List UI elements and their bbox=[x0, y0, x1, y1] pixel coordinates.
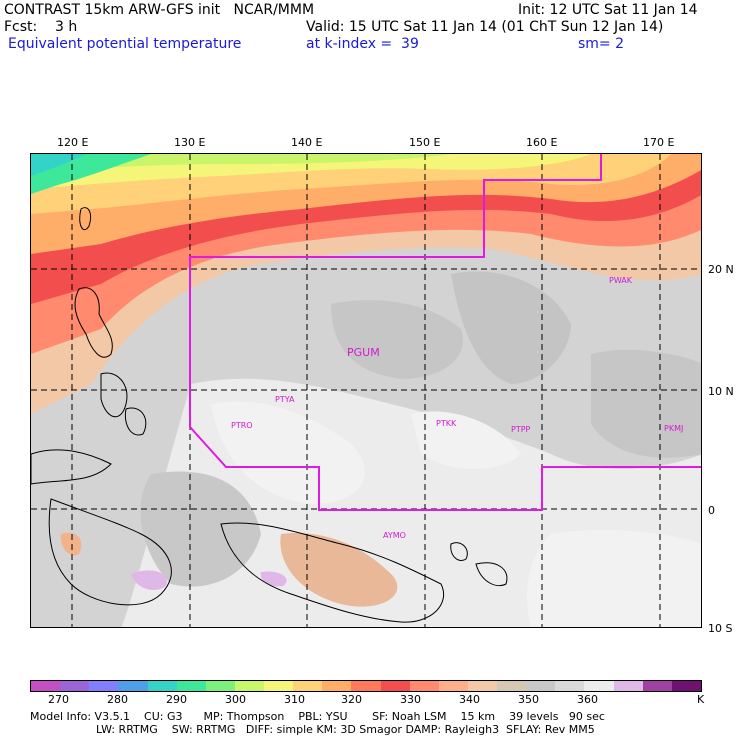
colorbar-label-360: 360 bbox=[577, 693, 598, 706]
dark-patch-2 bbox=[451, 271, 571, 384]
map-panel: PWAK PGUM PTYA PTRO PTKK PTPP PKMJ AYMO bbox=[30, 153, 702, 628]
lon-label-160e: 160 E bbox=[526, 136, 558, 149]
light-region-se bbox=[527, 529, 701, 627]
colorbar-swatch bbox=[351, 681, 381, 691]
field-name: Equivalent potential temperature bbox=[8, 36, 242, 52]
colorbar-swatch bbox=[613, 681, 643, 691]
station-pwak: PWAK bbox=[609, 276, 633, 285]
coast-new-britain bbox=[475, 562, 508, 587]
colorbar-swatch bbox=[234, 681, 264, 691]
colorbar-swatch bbox=[380, 681, 410, 691]
light-region-center bbox=[211, 401, 366, 504]
colorbar-label-290: 290 bbox=[166, 693, 187, 706]
model-info-line2: LW: RRTMG SW: RRTMG DIFF: simple KM: 3D … bbox=[96, 723, 595, 736]
forecast-hour: Fcst: 3 h bbox=[4, 19, 78, 35]
colorbar-label-310: 310 bbox=[284, 693, 305, 706]
colorbar-swatch bbox=[555, 681, 585, 691]
coast-new-guinea bbox=[220, 522, 444, 623]
colorbar-swatch bbox=[118, 681, 148, 691]
lat-label-20n: 20 N bbox=[708, 263, 734, 276]
colorbar-swatch bbox=[409, 681, 439, 691]
coast-visayas bbox=[100, 372, 128, 417]
colorbar-swatch bbox=[264, 681, 294, 691]
coast-sulawesi bbox=[48, 498, 172, 606]
colorbar-swatch bbox=[671, 681, 701, 691]
colorbar-swatch bbox=[526, 681, 556, 691]
station-ptro: PTRO bbox=[231, 421, 253, 430]
colorbar-swatch bbox=[60, 681, 90, 691]
colorbar-swatch bbox=[467, 681, 497, 691]
lon-label-150e: 150 E bbox=[409, 136, 441, 149]
colorbar-label-units: K bbox=[697, 693, 705, 706]
colorbar-swatch bbox=[293, 681, 323, 691]
colorbar-label-270: 270 bbox=[48, 693, 69, 706]
colorbar-label-330: 330 bbox=[400, 693, 421, 706]
lon-label-130e: 130 E bbox=[174, 136, 206, 149]
coast-luzon bbox=[74, 287, 113, 358]
colorbar-label-300: 300 bbox=[225, 693, 246, 706]
model-title: CONTRAST 15km ARW-GFS init NCAR/MMM bbox=[4, 2, 315, 18]
station-pgum: PGUM bbox=[347, 346, 380, 359]
colorbar-swatch bbox=[147, 681, 177, 691]
orange-blob-2 bbox=[60, 532, 82, 556]
station-ptkk: PTKK bbox=[436, 419, 457, 428]
model-info-line1: Model Info: V3.5.1 CU: G3 MP: Thompson P… bbox=[30, 710, 605, 723]
light-region-east bbox=[411, 411, 521, 469]
smoothing: sm= 2 bbox=[578, 36, 625, 52]
map-canvas: PWAK PGUM PTYA PTRO PTKK PTPP PKMJ AYMO bbox=[31, 154, 701, 627]
colorbar-label-280: 280 bbox=[107, 693, 128, 706]
colorbar-label-340: 340 bbox=[459, 693, 480, 706]
colorbar-swatch bbox=[584, 681, 614, 691]
level-index: at k-index = 39 bbox=[306, 36, 419, 52]
magenta-boundary bbox=[189, 154, 701, 511]
colorbar-label-320: 320 bbox=[341, 693, 362, 706]
valid-time: Valid: 15 UTC Sat 11 Jan 14 (01 ChT Sun … bbox=[306, 19, 664, 35]
station-aymo: AYMO bbox=[383, 531, 406, 540]
dark-patch-4 bbox=[140, 471, 261, 587]
purple-blob-1 bbox=[131, 570, 167, 590]
purple-blob-2 bbox=[260, 571, 287, 587]
colorbar bbox=[30, 680, 702, 692]
colorbar-swatch bbox=[176, 681, 206, 691]
coast-borneo bbox=[31, 449, 112, 485]
colorbar-label-350: 350 bbox=[518, 693, 539, 706]
lat-label-10n: 10 N bbox=[708, 385, 734, 398]
lat-label-10s: 10 S bbox=[708, 622, 733, 635]
station-ptya: PTYA bbox=[275, 395, 295, 404]
station-pkmj: PKMJ bbox=[664, 424, 683, 433]
colorbar-swatch bbox=[205, 681, 235, 691]
colorbar-swatch bbox=[642, 681, 672, 691]
lon-label-170e: 170 E bbox=[643, 136, 675, 149]
coast-taiwan bbox=[79, 207, 92, 231]
lon-label-140e: 140 E bbox=[291, 136, 323, 149]
init-time: Init: 12 UTC Sat 11 Jan 14 bbox=[518, 2, 698, 18]
coast-new-ireland bbox=[450, 542, 468, 561]
colorbar-swatch bbox=[497, 681, 527, 691]
orange-blob-1 bbox=[280, 533, 398, 607]
lat-label-0: 0 bbox=[708, 504, 715, 517]
dark-patch-3 bbox=[591, 349, 701, 458]
colorbar-swatch bbox=[89, 681, 119, 691]
dark-patch-1 bbox=[331, 300, 463, 379]
coast-mindanao bbox=[124, 407, 147, 436]
colorbar-swatch bbox=[438, 681, 468, 691]
colorbar-swatch bbox=[31, 681, 61, 691]
lon-label-120e: 120 E bbox=[57, 136, 89, 149]
station-ptpp: PTPP bbox=[511, 425, 531, 434]
colorbar-swatch bbox=[322, 681, 352, 691]
